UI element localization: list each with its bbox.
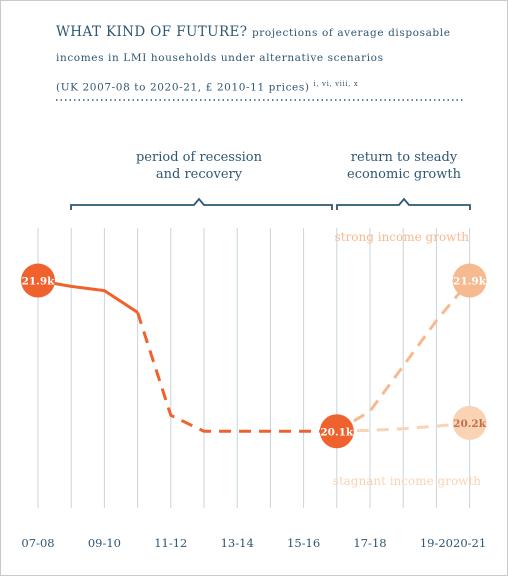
x-tick-label: 11-12 <box>154 536 187 550</box>
marker-start-value-circle <box>21 263 55 298</box>
x-tick-label: 20-21 <box>453 536 486 550</box>
growth-period-bracket <box>336 197 471 210</box>
x-tick-label: 19-20 <box>420 536 453 550</box>
strong-growth-label: strong income growth <box>335 230 470 244</box>
data-markers: 21.9k 20.1k 21.9k 20.2k <box>21 263 487 449</box>
chart-subtitle-line-3: (UK 2007-08 to 2020-21, £ 2010-11 prices… <box>56 71 496 101</box>
chart-units: (UK 2007-08 to 2020-21, £ 2010-11 prices… <box>56 81 310 94</box>
marker-trough-value-label: 20.1k <box>320 426 354 438</box>
recession-label-line-2: and recovery <box>156 167 243 182</box>
marker-start-value-label: 21.9k <box>22 276 56 288</box>
x-tick-label: 17-18 <box>353 536 386 550</box>
series-lines <box>37 279 471 433</box>
recession-period-bracket <box>70 197 333 210</box>
marker-strong-growth-value-label: 21.9k <box>453 276 487 288</box>
chart-title: WHAT KIND OF FUTURE? <box>56 24 248 40</box>
chart-title-line-1: WHAT KIND OF FUTURE? projections of aver… <box>56 20 496 45</box>
x-tick-label: 15-16 <box>287 536 320 550</box>
growth-label-line-2: economic growth <box>347 167 462 182</box>
chart-title-block: WHAT KIND OF FUTURE? projections of aver… <box>56 20 496 101</box>
x-axis-tick-labels: 07-08 09-10 11-12 13-14 15-16 17-18 19-20 20-21 <box>21 536 486 550</box>
footnote-references: i, vi, viii, x <box>313 80 359 88</box>
marker-stagnant-value-circle <box>452 405 487 440</box>
chart-subtitle-line-2: incomes in LMI households under alternat… <box>56 52 384 64</box>
x-tick-label: 07-08 <box>21 536 54 550</box>
x-tick-label: 13-14 <box>221 536 254 550</box>
stagnant-growth-line <box>336 421 470 433</box>
chart-subtitle-start: projections of average disposable <box>251 27 451 39</box>
growth-label-line-1: return to steady <box>351 150 458 165</box>
marker-stagnant-value-label: 20.2k <box>453 418 487 430</box>
stagnant-growth-label: stagnant income growth <box>333 474 482 488</box>
marker-trough-value-circle <box>319 414 354 449</box>
x-tick-label: 09-10 <box>88 536 121 550</box>
recession-label-line-1: period of recession <box>136 150 263 165</box>
marker-strong-growth-value-circle <box>452 263 487 298</box>
strong-growth-line <box>336 279 471 433</box>
recession-projection-line <box>136 311 337 433</box>
grid-lines <box>37 228 471 508</box>
